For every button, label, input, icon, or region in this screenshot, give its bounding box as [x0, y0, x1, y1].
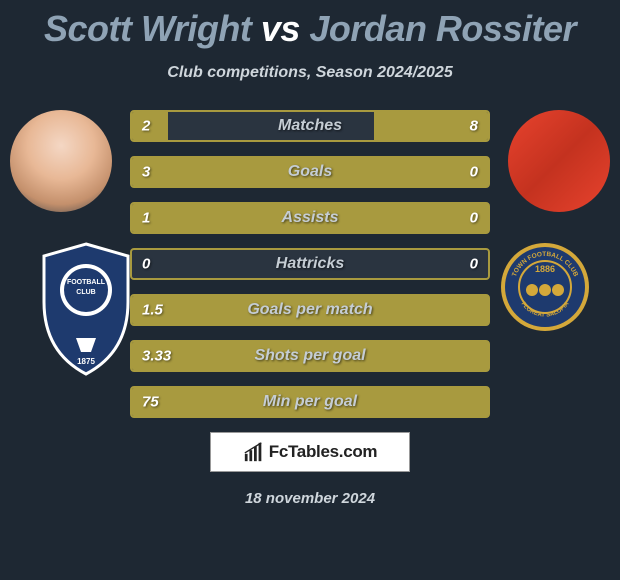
stat-value-left: 0 — [142, 256, 150, 273]
stat-value-right: 8 — [470, 118, 478, 135]
player2-club-crest: 1886 TOWN FOOTBALL CLUB FLOREAT SALOPIA — [500, 242, 590, 332]
player2-avatar — [508, 110, 610, 212]
shield-crest-icon: FOOTBALL CLUB 1875 — [36, 242, 136, 376]
stat-row: 3.33 Shots per goal — [130, 340, 490, 372]
svg-text:1875: 1875 — [77, 357, 95, 366]
stat-row: 75 Min per goal — [130, 386, 490, 418]
stat-value-left: 1.5 — [142, 302, 163, 319]
subtitle: Club competitions, Season 2024/2025 — [10, 64, 610, 82]
stat-value-right: 0 — [470, 256, 478, 273]
stat-value-left: 2 — [142, 118, 150, 135]
svg-text:1886: 1886 — [535, 264, 555, 274]
player2-name: Jordan Rossiter — [309, 8, 576, 49]
logo-text: FcTables.com — [269, 442, 378, 462]
stat-value-left: 3 — [142, 164, 150, 181]
stat-label: Goals per match — [247, 301, 372, 319]
svg-text:CLUB: CLUB — [76, 289, 95, 296]
stat-row: 1 Assists 0 — [130, 202, 490, 234]
stat-label: Matches — [278, 117, 342, 135]
date-text: 18 november 2024 — [10, 490, 610, 507]
stat-value-left: 3.33 — [142, 348, 171, 365]
player1-club-crest: FOOTBALL CLUB 1875 — [36, 242, 136, 376]
round-crest-icon: 1886 TOWN FOOTBALL CLUB FLOREAT SALOPIA — [500, 242, 590, 332]
fctables-logo: FcTables.com — [210, 432, 410, 472]
svg-text:FOOTBALL: FOOTBALL — [67, 279, 106, 286]
stat-label: Goals — [288, 163, 332, 181]
stat-value-left: 75 — [142, 394, 159, 411]
stat-row: 2 Matches 8 — [130, 110, 490, 142]
stat-value-left: 1 — [142, 210, 150, 227]
stat-rows: 2 Matches 8 3 Goals 0 1 Assists 0 0 Hattricks 0 1.5 G… — [130, 110, 490, 418]
player1-face-placeholder — [10, 110, 112, 212]
stat-row: 1.5 Goals per match — [130, 294, 490, 326]
player1-name: Scott Wright — [44, 8, 251, 49]
stat-value-right: 0 — [470, 164, 478, 181]
player2-jersey-placeholder — [508, 110, 610, 212]
chart-icon — [243, 441, 265, 463]
player1-avatar — [10, 110, 112, 212]
vs-text: vs — [261, 8, 300, 49]
stat-row: 3 Goals 0 — [130, 156, 490, 188]
stat-label: Min per goal — [263, 393, 357, 411]
stat-label: Shots per goal — [254, 347, 365, 365]
stat-label: Hattricks — [276, 255, 344, 273]
stats-area: FOOTBALL CLUB 1875 1886 TOWN FOOTBALL CL… — [10, 110, 610, 418]
stat-row: 0 Hattricks 0 — [130, 248, 490, 280]
stat-value-right: 0 — [470, 210, 478, 227]
comparison-title: Scott Wright vs Jordan Rossiter — [10, 0, 610, 50]
stat-label: Assists — [282, 209, 339, 227]
